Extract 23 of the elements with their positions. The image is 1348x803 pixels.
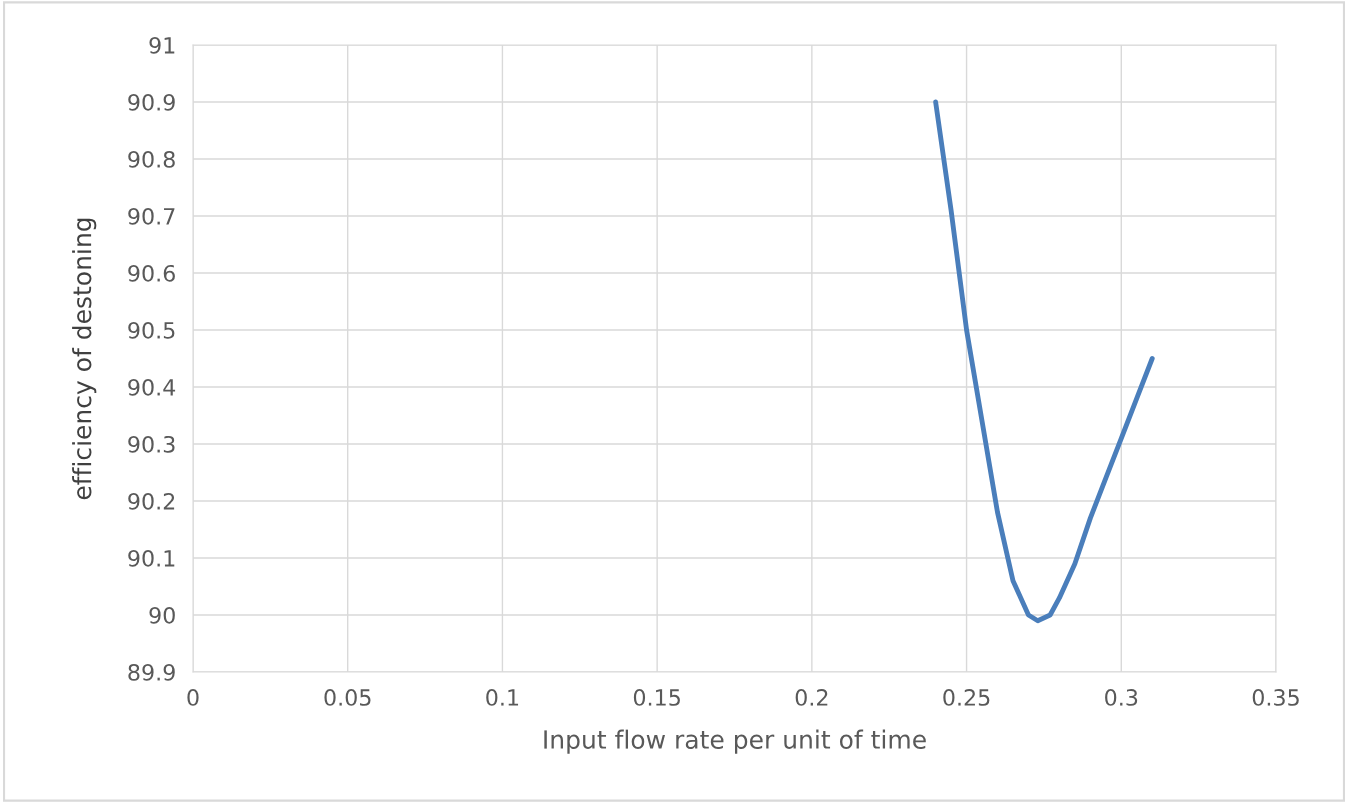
y-tick-label: 90 [149,606,175,624]
x-tick-label: 0.25 [943,689,990,706]
y-tick-label: 90.4 [128,378,176,396]
x-tick-label: 0.2 [795,689,828,706]
x-tick-label: 0.05 [324,689,371,706]
y-tick-label: 91 [149,36,175,54]
line-series [933,99,1155,624]
y-tick-label: 90.6 [128,264,175,282]
x-tick-label: 0.1 [486,689,519,706]
y-tick-label: 90.3 [128,435,175,453]
x-tick-label: 0.3 [1105,689,1138,706]
y-tick-label: 90.1 [128,549,175,567]
y-tick-label: 90.5 [128,321,175,339]
x-axis-title: Input flow rate per unit of time [544,729,926,754]
x-tick-label: 0.15 [633,689,680,706]
y-tick-label: 90.7 [128,207,175,225]
y-tick-label: 90.9 [128,93,175,111]
y-tick-label: 90.2 [128,492,175,510]
y-tick-label: 89.9 [128,663,175,681]
x-tick-label: 0.35 [1252,689,1299,706]
y-tick-label: 90.8 [128,150,175,168]
x-tick-label: 0 [187,689,199,706]
y-axis-title: efficiency of destoning [72,218,97,500]
